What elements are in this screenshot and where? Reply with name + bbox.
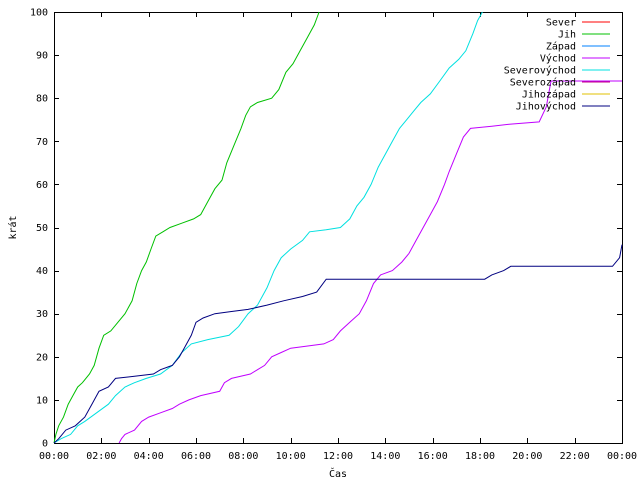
legend-label: Severovýchod xyxy=(504,65,576,77)
series-line-jih xyxy=(53,11,320,444)
series-layer xyxy=(53,11,623,444)
y-tick-label: 60 xyxy=(36,180,48,191)
x-tick-label: 08:00 xyxy=(228,451,258,462)
legend-label: Jihozápad xyxy=(522,89,576,101)
x-tick-label: 04:00 xyxy=(134,451,164,462)
series-line-jihovýchod xyxy=(53,244,623,444)
y-tick-label: 40 xyxy=(36,266,48,277)
series-line-východ xyxy=(118,80,622,444)
y-tick-label: 20 xyxy=(36,352,48,363)
y-tick-label: 0 xyxy=(42,439,48,450)
x-tick-label: 20:00 xyxy=(512,451,542,462)
y-tick-label: 30 xyxy=(36,309,48,320)
y-tick-label: 90 xyxy=(36,51,48,62)
legend-label: Západ xyxy=(546,41,576,53)
y-tick-label: 70 xyxy=(36,137,48,148)
x-tick-label: 22:00 xyxy=(560,451,590,462)
y-axis-ticks: 0 10 20 30 40 50 60 70 80 90 100 xyxy=(30,8,622,450)
legend-label: Jih xyxy=(558,30,576,41)
x-tick-label: 10:00 xyxy=(276,451,306,462)
x-tick-label: 00:00 xyxy=(39,451,69,462)
x-tick-label: 14:00 xyxy=(370,451,400,462)
legend: SeverJihZápadVýchodSeverovýchodSeverozáp… xyxy=(504,18,610,113)
legend-label: Sever xyxy=(546,18,576,29)
y-tick-label: 80 xyxy=(36,94,48,105)
y-tick-label: 100 xyxy=(30,8,48,19)
x-tick-label: 02:00 xyxy=(86,451,116,462)
legend-label: Východ xyxy=(540,53,576,65)
x-axis-ticks: 00:00 02:00 04:00 06:00 08:00 10:00 12:00 14:00… xyxy=(39,12,637,462)
x-tick-label: 06:00 xyxy=(181,451,211,462)
x-tick-label: 12:00 xyxy=(323,451,353,462)
legend-label: Jihovýchod xyxy=(516,101,576,113)
legend-label: Severozápad xyxy=(510,77,576,89)
x-axis-label: Čas xyxy=(329,467,347,480)
x-tick-label: 00:00 xyxy=(607,451,637,462)
series-line-severovýchod xyxy=(53,11,483,444)
y-axis-label: krát xyxy=(7,215,19,239)
x-tick-label: 18:00 xyxy=(465,451,495,462)
y-tick-label: 50 xyxy=(36,223,48,234)
y-tick-label: 10 xyxy=(36,395,48,406)
x-tick-label: 16:00 xyxy=(418,451,448,462)
